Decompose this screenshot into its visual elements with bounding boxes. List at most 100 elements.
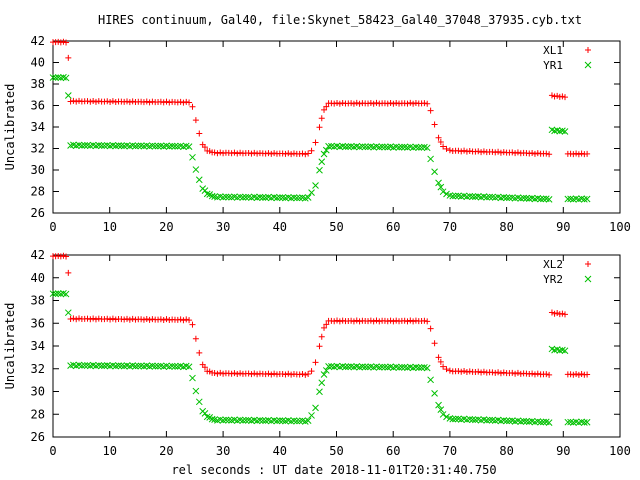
data-point <box>546 151 553 158</box>
data-point <box>203 413 211 421</box>
data-point <box>427 155 434 163</box>
data-point <box>512 370 519 377</box>
y-axis-label: Uncalibrated <box>3 303 17 390</box>
x-tick-label: 50 <box>329 444 343 458</box>
data-point <box>302 371 309 378</box>
data-point <box>584 150 591 157</box>
data-point <box>390 318 397 325</box>
data-point <box>201 144 208 151</box>
data-point <box>526 371 533 378</box>
data-point <box>418 364 425 371</box>
data-point <box>60 252 67 259</box>
data-point <box>570 151 577 158</box>
data-point <box>575 371 582 378</box>
data-point <box>84 315 91 322</box>
data-point <box>404 100 411 107</box>
data-point <box>395 144 403 151</box>
data-point <box>70 97 77 104</box>
data-point <box>151 142 159 150</box>
data-point <box>312 139 319 146</box>
x-tick-label: 40 <box>273 444 287 458</box>
data-point <box>478 149 485 156</box>
data-point <box>455 368 462 375</box>
data-point <box>186 317 193 324</box>
data-point <box>583 418 591 426</box>
data-point <box>375 143 383 151</box>
data-point <box>124 98 131 105</box>
data-point <box>446 147 453 154</box>
x-tick-label: 80 <box>499 444 513 458</box>
data-point <box>273 194 281 202</box>
data-point <box>316 166 323 174</box>
data-point <box>234 371 241 378</box>
data-point <box>273 417 281 425</box>
data-point <box>52 74 59 81</box>
data-point <box>443 413 450 421</box>
data-point <box>384 100 391 107</box>
data-point <box>427 325 434 332</box>
data-point <box>440 143 447 150</box>
data-point <box>500 369 507 376</box>
data-point <box>208 415 216 423</box>
data-point <box>254 150 261 157</box>
data-point <box>115 362 122 369</box>
data-point <box>186 99 193 106</box>
data-point <box>296 417 303 425</box>
data-point <box>480 148 487 155</box>
y-tick-label: 28 <box>31 407 45 421</box>
data-point <box>203 190 211 198</box>
data-point <box>154 142 162 150</box>
data-point <box>92 98 99 105</box>
data-point <box>520 194 527 202</box>
data-point <box>67 98 74 105</box>
data-point <box>52 290 59 298</box>
data-point <box>339 100 346 107</box>
data-point <box>268 371 275 378</box>
data-point <box>185 143 193 150</box>
data-point <box>458 148 465 155</box>
data-point <box>443 190 450 198</box>
data-point <box>254 371 261 378</box>
data-point <box>463 369 470 376</box>
data-point <box>489 148 496 155</box>
data-point <box>228 370 235 377</box>
data-point <box>54 74 62 81</box>
data-point <box>290 194 298 201</box>
data-point <box>259 194 267 201</box>
data-point <box>449 415 457 423</box>
data-point <box>423 364 431 372</box>
data-point <box>370 318 377 325</box>
data-point <box>472 416 479 424</box>
data-point <box>126 99 133 106</box>
data-point <box>271 370 278 377</box>
data-point <box>342 143 349 151</box>
data-point <box>331 318 338 325</box>
legend-label: XL1 <box>543 44 563 57</box>
data-point <box>308 412 315 419</box>
data-point <box>220 370 227 377</box>
legend-label: XL2 <box>543 258 563 271</box>
data-point <box>551 310 558 317</box>
data-point <box>443 145 450 152</box>
data-point <box>268 150 275 157</box>
data-point <box>364 143 372 151</box>
data-point <box>531 371 538 378</box>
data-point <box>452 415 459 423</box>
data-point <box>217 369 224 376</box>
data-point <box>554 310 561 317</box>
data-point <box>350 100 357 107</box>
data-point <box>195 176 203 184</box>
data-point <box>265 150 272 157</box>
data-point <box>395 364 403 371</box>
data-point <box>76 315 83 322</box>
data-point <box>171 142 179 150</box>
data-point <box>185 363 193 371</box>
data-point <box>225 416 233 424</box>
y-tick-label: 34 <box>31 339 45 353</box>
data-point <box>534 150 541 157</box>
data-point <box>410 318 417 325</box>
data-point <box>452 192 459 200</box>
data-point <box>157 316 164 323</box>
data-point <box>334 317 341 324</box>
